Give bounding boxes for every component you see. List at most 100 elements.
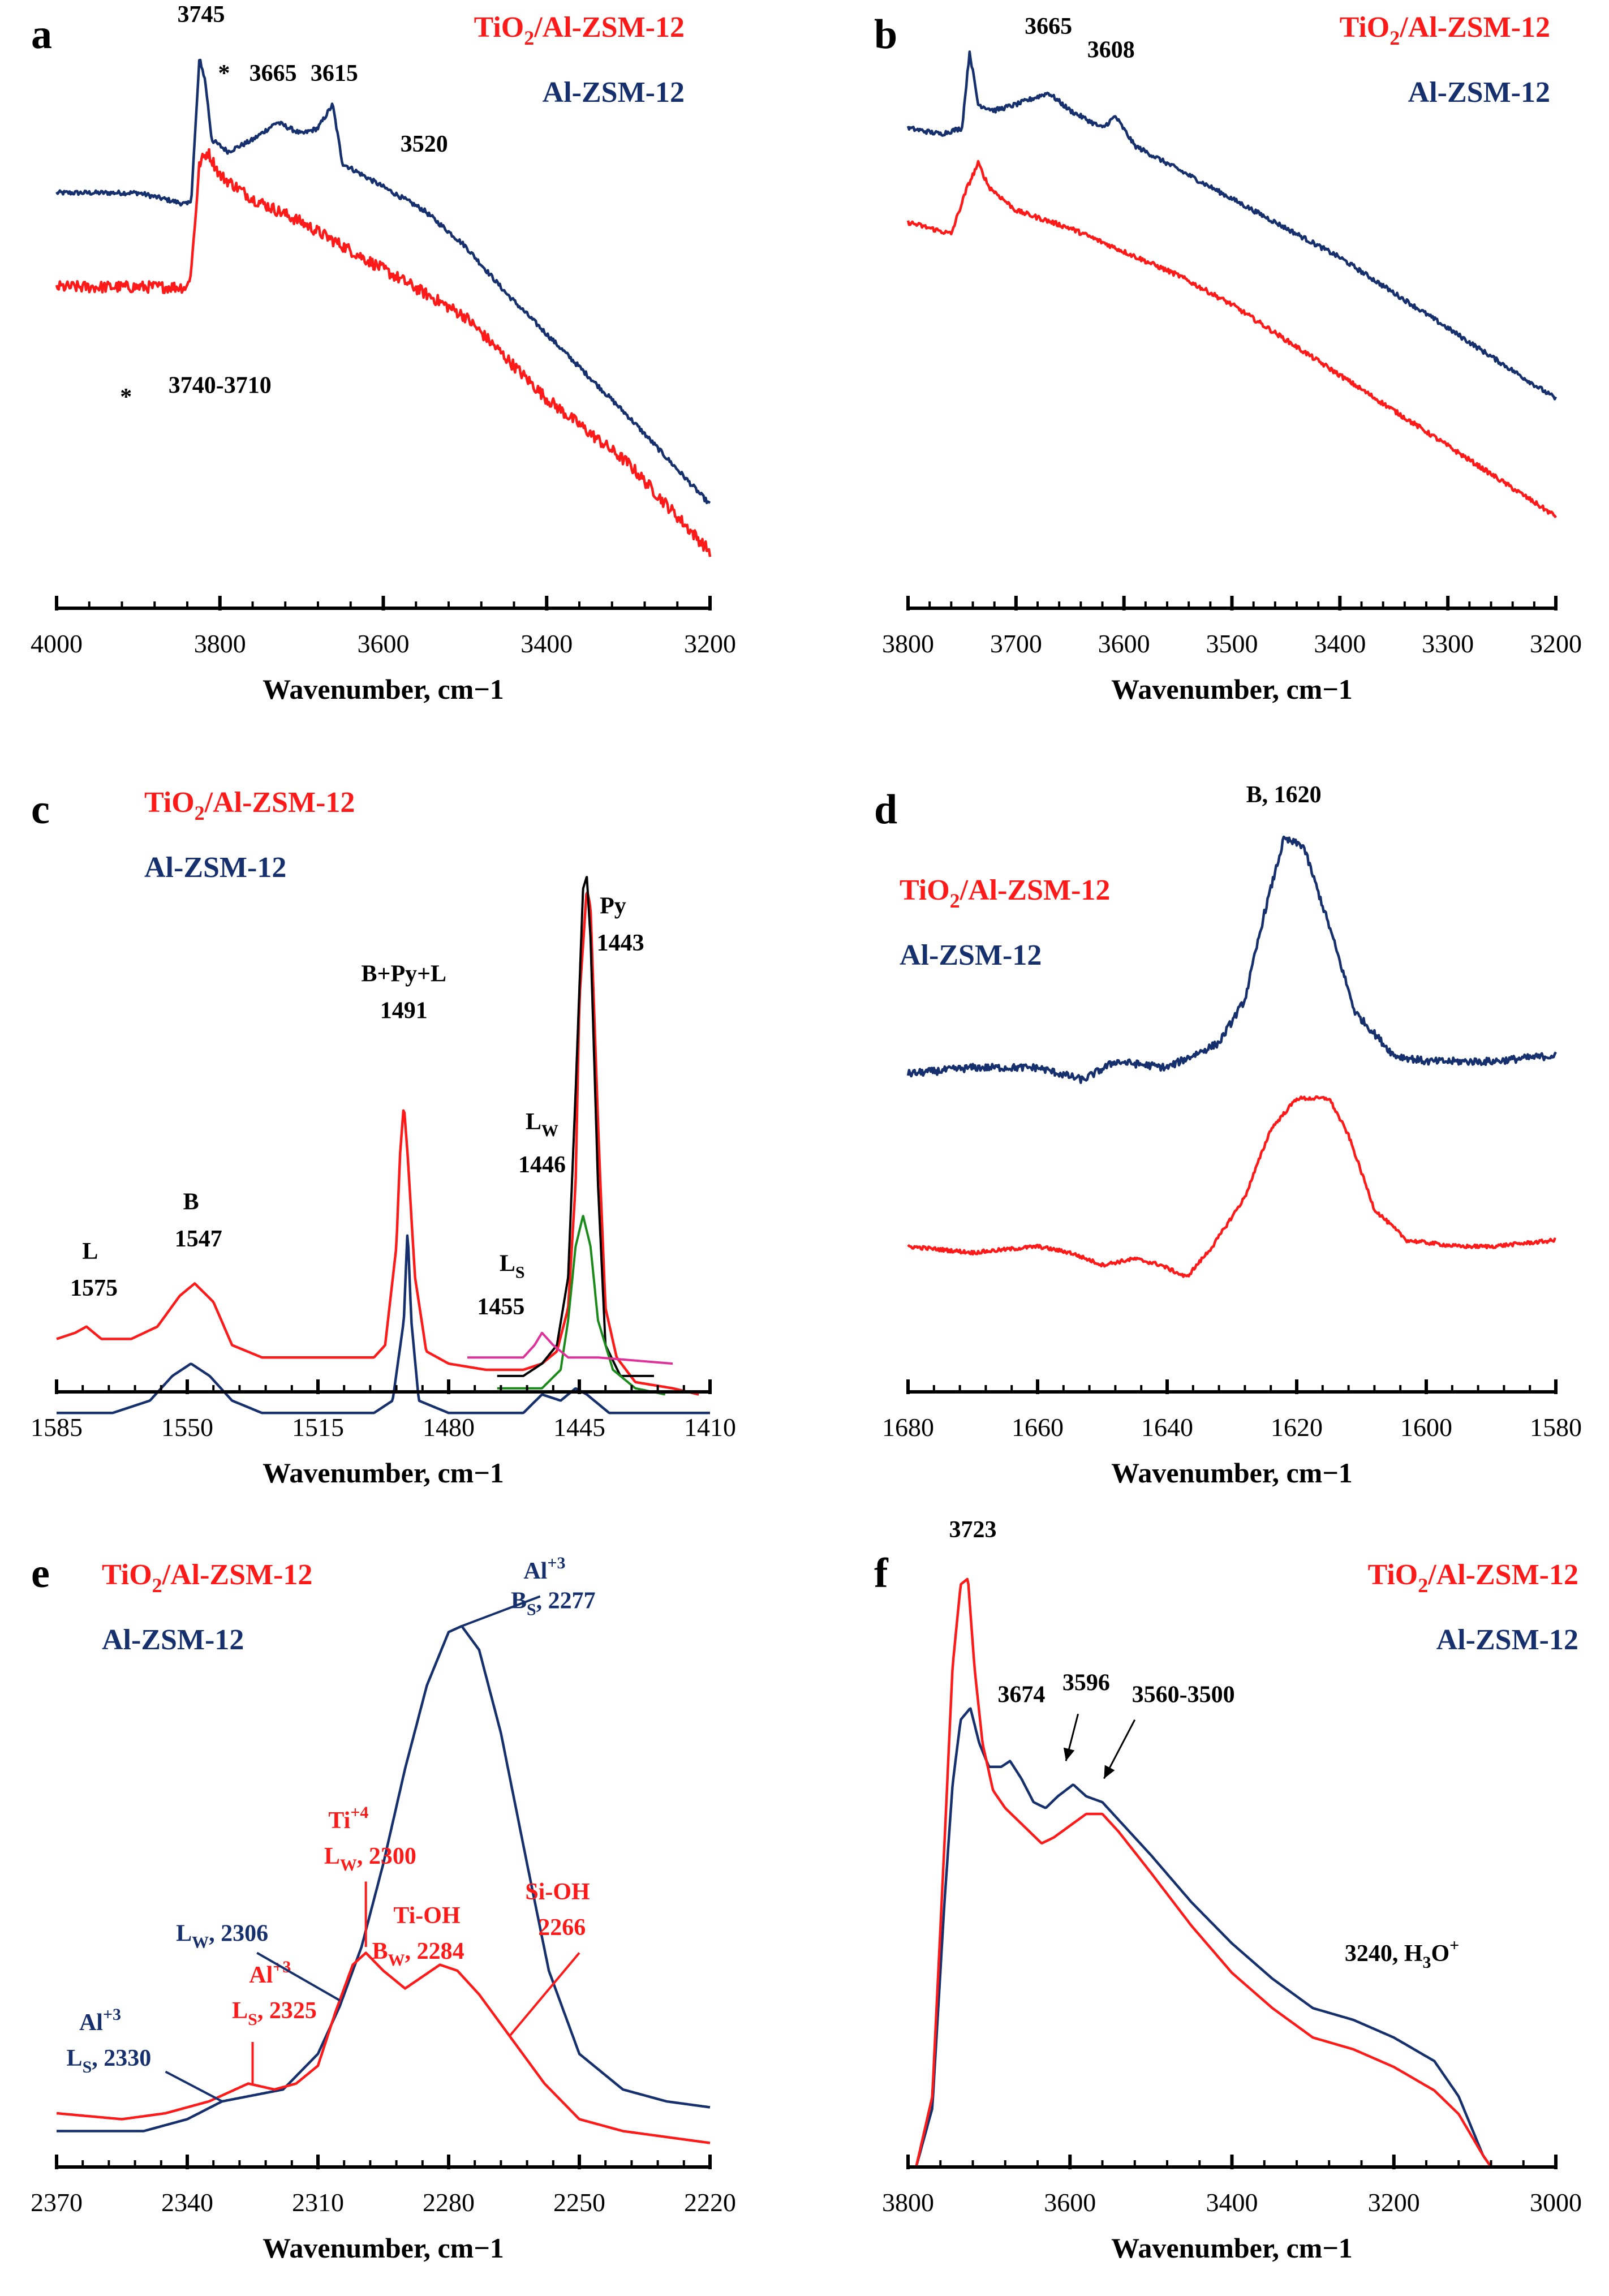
annotation-part: 3665 <box>1025 14 1072 40</box>
annotation-part: 3740-3710 <box>169 372 272 398</box>
legend-tio2-al-zsm-12: TiO2/Al-ZSM-12 <box>1368 1559 1578 1597</box>
legend-text-part: TiO <box>102 1559 152 1591</box>
legend-text-part: /Al-ZSM-12 <box>1427 1559 1578 1591</box>
peak-annotation: BW, 2284 <box>372 1938 464 1970</box>
series-line-fit-lw <box>496 1215 666 1396</box>
peak-annotation: LW, 2306 <box>176 1921 268 1952</box>
annotation-part: +4 <box>350 1803 368 1822</box>
annotation-part: L <box>324 1843 340 1869</box>
annotation-part: 1547 <box>175 1226 222 1252</box>
peak-annotation: 1446 <box>518 1152 566 1178</box>
annotation-part: * <box>218 61 230 87</box>
annotation-part: + <box>1449 1936 1459 1955</box>
peak-annotation: Si-OH <box>525 1879 590 1905</box>
legend-text-part: /Al-ZSM-12 <box>1399 11 1550 44</box>
annotation-part: , 2325 <box>257 1998 317 2024</box>
series-line-tio-al-zsm-12 <box>55 148 712 557</box>
annotation-part: B <box>511 1588 527 1614</box>
series-line-al-zsm-12 <box>906 50 1558 401</box>
x-tick-label: 3600 <box>1044 2188 1096 2217</box>
panel-e: e 2370 2340 2310 2280 2250 2220 Wavenumber, cm−… <box>31 1550 736 2264</box>
legend-tio2-al-zsm-12: TiO2/Al-ZSM-12 <box>474 11 685 49</box>
legend-text-sub: 2 <box>152 1574 162 1597</box>
legend-tio2-al-zsm-12: TiO2/Al-ZSM-12 <box>1340 11 1550 49</box>
annotation-part: 1491 <box>380 998 428 1024</box>
annotation-part: +3 <box>103 2005 121 2024</box>
legend-text-sub: 2 <box>195 802 205 824</box>
annotation-part: 3520 <box>401 131 448 157</box>
peak-annotation: 3723 <box>949 1517 997 1543</box>
leader-line <box>509 1952 580 2037</box>
legend-text-part: TiO <box>144 786 195 819</box>
annotation-part: S <box>83 2058 92 2076</box>
annotation-part: L <box>500 1251 515 1277</box>
annotation-part: 3240, H <box>1345 1941 1423 1967</box>
annotation-part: , 2284 <box>405 1938 464 1964</box>
annotation-part: +3 <box>547 1554 565 1572</box>
series-line-tio-al-zsm-12 <box>907 1095 1556 1278</box>
peak-annotation: 1491 <box>380 998 428 1024</box>
legend-al-zsm-12: Al-ZSM-12 <box>1436 1624 1578 1656</box>
annotation-part: 2266 <box>538 1915 586 1941</box>
series-line-tio-al-zsm-12 <box>915 1577 1556 2169</box>
x-tick-label: 1550 <box>161 1413 213 1442</box>
x-tick-label: 1600 <box>1400 1413 1452 1442</box>
peak-annotation: 3520 <box>401 131 448 157</box>
annotation-part: 1446 <box>518 1152 566 1178</box>
x-tick-label: 3600 <box>358 629 410 658</box>
legend-tio2-al-zsm-12: TiO2/Al-ZSM-12 <box>102 1559 312 1597</box>
annotation-part: 3560-3500 <box>1132 1682 1235 1708</box>
legend-tio2-al-zsm-12: TiO2/Al-ZSM-12 <box>144 786 355 824</box>
annotation-part: S <box>515 1263 525 1282</box>
annotation-part: B <box>183 1189 199 1215</box>
x-axis-title: Wavenumber, cm−1 <box>1111 673 1353 705</box>
annotation-part: 1455 <box>477 1294 524 1320</box>
legend-text-sub: 2 <box>1418 1574 1428 1597</box>
leader-line <box>256 1951 341 2002</box>
series-line-al-zsm-12 <box>915 1707 1556 2169</box>
x-tick-label: 3700 <box>990 629 1042 658</box>
x-tick-label: 2340 <box>161 2188 213 2217</box>
annotation-part: * <box>120 384 132 410</box>
legend-text-part: TiO <box>474 11 524 44</box>
x-tick-label: 3400 <box>520 629 573 658</box>
peak-annotation: Ti-OH <box>393 1903 460 1929</box>
annotation-part: L <box>82 1239 98 1265</box>
peak-annotation: LS, 2330 <box>67 2045 152 2076</box>
annotation-part: L <box>176 1921 192 1947</box>
annotation-part: Al <box>79 2010 103 2036</box>
x-tick-label: 3400 <box>1314 629 1366 658</box>
x-tick-label: 3600 <box>1098 629 1150 658</box>
series-line-al-zsm-12 <box>56 1624 711 2132</box>
annotation-part: 3615 <box>311 61 358 87</box>
x-tick-label: 3500 <box>1206 629 1258 658</box>
x-tick-label: 3800 <box>882 2188 934 2217</box>
annotation-part: Al <box>249 1962 273 1988</box>
leader-line <box>165 2070 223 2102</box>
annotation-part: , 2300 <box>357 1843 416 1869</box>
legend-text-sub: 2 <box>524 27 534 49</box>
legend-al-zsm-12: Al-ZSM-12 <box>543 76 685 109</box>
annotation-arrow-head <box>1104 1765 1115 1779</box>
x-tick-label: 1410 <box>684 1413 736 1442</box>
x-tick-label: 1640 <box>1141 1413 1193 1442</box>
x-tick-label: 3000 <box>1530 2188 1582 2217</box>
series-line-tio-al-zsm-12 <box>906 160 1557 519</box>
annotation-part: W <box>340 1856 357 1874</box>
peak-annotation: B+Py+L <box>362 961 447 987</box>
peak-annotation: 1575 <box>70 1275 118 1301</box>
x-tick-label: 1620 <box>1271 1413 1323 1442</box>
legend-al-zsm-12: Al-ZSM-12 <box>102 1624 244 1656</box>
panel-d: d 1680 1660 1640 1620 1600 1580 Wavenumber, cm−… <box>874 782 1582 1489</box>
legend-text-part: /Al-ZSM-12 <box>960 874 1111 906</box>
panel-f: f 3800 3600 3400 3200 3000 Wavenumber, cm−1 372… <box>874 1517 1582 2264</box>
legend-text-part: TiO <box>1340 11 1390 44</box>
annotation-part: L <box>526 1109 541 1135</box>
panel-label-f: f <box>874 1550 889 1597</box>
series-line-al-zsm-12 <box>55 58 711 505</box>
peak-annotation: * <box>120 384 132 410</box>
annotation-part: O <box>1431 1941 1450 1967</box>
legend-text-sub: 2 <box>950 889 960 912</box>
annotation-part: Ti <box>328 1808 350 1834</box>
